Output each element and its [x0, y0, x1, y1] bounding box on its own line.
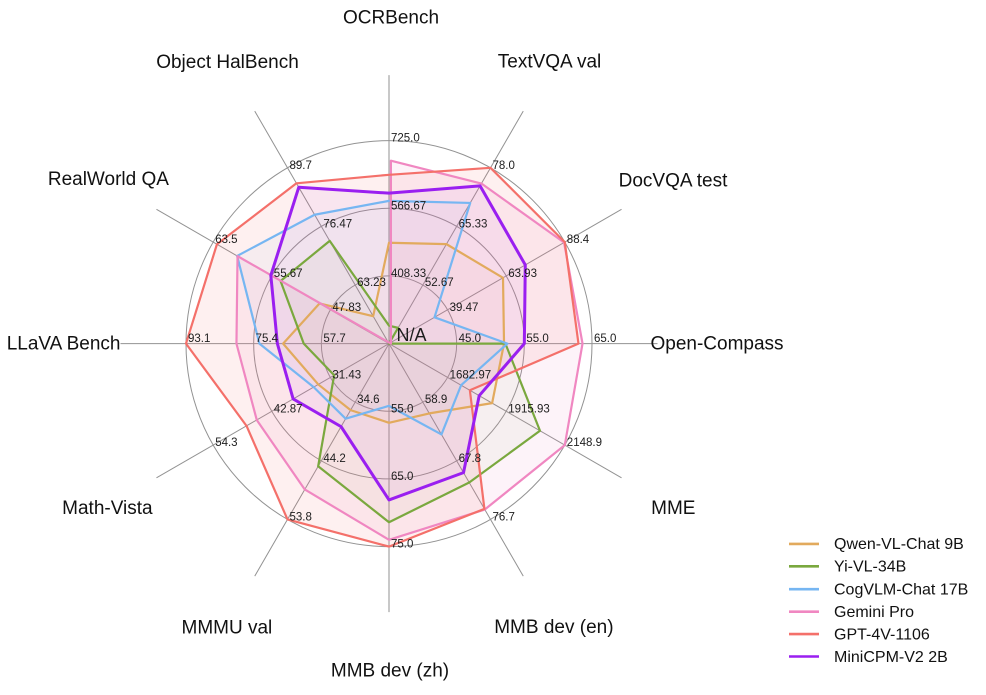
- svg-text:MMB dev (zh): MMB dev (zh): [331, 660, 449, 681]
- svg-text:LLaVA Bench: LLaVA Bench: [7, 333, 121, 354]
- svg-text:Qwen-VL-Chat 9B: Qwen-VL-Chat 9B: [834, 536, 964, 553]
- svg-text:76.7: 76.7: [493, 511, 515, 523]
- svg-text:1682.97: 1682.97: [450, 369, 492, 381]
- svg-text:54.3: 54.3: [215, 437, 237, 449]
- svg-text:OCRBench: OCRBench: [343, 8, 439, 29]
- svg-text:55.0: 55.0: [391, 403, 413, 415]
- svg-text:57.7: 57.7: [323, 333, 345, 345]
- svg-text:MME: MME: [651, 498, 695, 519]
- svg-text:Gemini Pro: Gemini Pro: [834, 604, 914, 621]
- svg-text:65.33: 65.33: [459, 218, 488, 230]
- svg-text:Math-Vista: Math-Vista: [62, 498, 153, 519]
- svg-text:63.23: 63.23: [357, 277, 386, 289]
- svg-text:63.5: 63.5: [215, 234, 237, 246]
- svg-text:67.8: 67.8: [459, 453, 481, 465]
- svg-text:MMMU val: MMMU val: [182, 617, 273, 638]
- svg-text:76.47: 76.47: [323, 218, 352, 230]
- svg-text:75.4: 75.4: [256, 333, 279, 345]
- svg-text:DocVQA test: DocVQA test: [619, 171, 728, 192]
- svg-text:GPT-4V-1106: GPT-4V-1106: [834, 626, 930, 643]
- svg-text:75.0: 75.0: [391, 539, 413, 551]
- svg-text:44.2: 44.2: [323, 453, 345, 465]
- svg-text:78.0: 78.0: [493, 160, 515, 172]
- svg-text:TextVQA val: TextVQA val: [498, 51, 602, 72]
- svg-text:42.87: 42.87: [274, 403, 303, 415]
- svg-text:47.83: 47.83: [332, 302, 361, 314]
- svg-text:65.0: 65.0: [391, 471, 413, 483]
- svg-text:55.67: 55.67: [274, 268, 303, 280]
- svg-text:RealWorld QA: RealWorld QA: [48, 169, 169, 190]
- svg-text:39.47: 39.47: [450, 302, 479, 314]
- svg-text:Yi-VL-34B: Yi-VL-34B: [834, 559, 906, 576]
- svg-text:408.33: 408.33: [391, 268, 426, 280]
- svg-text:88.4: 88.4: [567, 234, 590, 246]
- svg-text:566.67: 566.67: [391, 200, 426, 212]
- svg-text:58.9: 58.9: [425, 394, 447, 406]
- svg-text:MiniCPM-V2 2B: MiniCPM-V2 2B: [834, 649, 948, 666]
- svg-text:63.93: 63.93: [508, 268, 537, 280]
- svg-text:89.7: 89.7: [290, 160, 312, 172]
- svg-text:1915.93: 1915.93: [508, 403, 550, 415]
- svg-text:2148.9: 2148.9: [567, 437, 602, 449]
- svg-text:725.0: 725.0: [391, 133, 420, 145]
- svg-text:53.8: 53.8: [290, 511, 312, 523]
- svg-text:93.1: 93.1: [188, 333, 210, 345]
- svg-text:34.6: 34.6: [357, 394, 379, 406]
- svg-text:Object HalBench: Object HalBench: [156, 52, 299, 73]
- svg-text:Open-Compass: Open-Compass: [650, 333, 783, 354]
- svg-text:CogVLM-Chat 17B: CogVLM-Chat 17B: [834, 582, 968, 599]
- svg-text:45.0: 45.0: [459, 333, 481, 345]
- svg-text:55.0: 55.0: [526, 333, 548, 345]
- svg-text:65.0: 65.0: [594, 333, 616, 345]
- svg-text:N/A: N/A: [397, 325, 427, 345]
- svg-text:52.67: 52.67: [425, 277, 454, 289]
- svg-text:MMB dev (en): MMB dev (en): [494, 617, 613, 638]
- svg-text:31.43: 31.43: [332, 369, 361, 381]
